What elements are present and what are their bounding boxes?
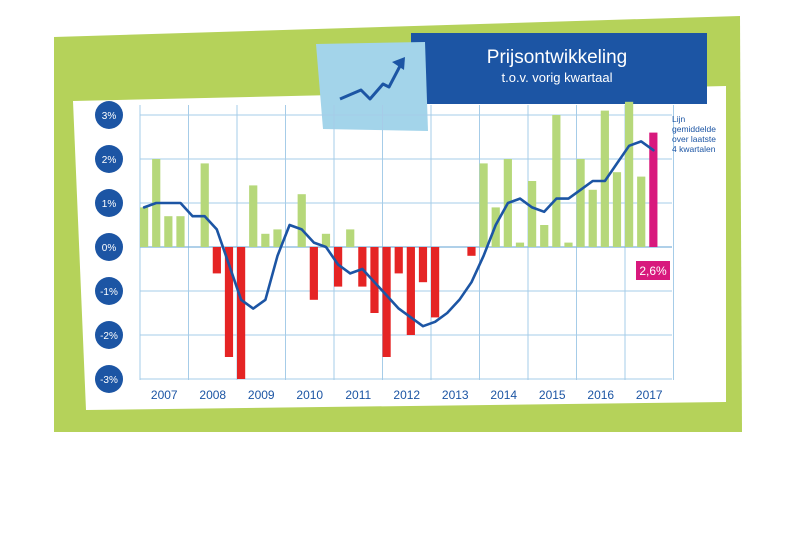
bar <box>164 216 173 247</box>
x-tick-label: 2010 <box>296 388 323 402</box>
bar <box>224 247 234 357</box>
legend: Lijn gemiddelde over laatste 4 kwartalen <box>672 114 716 154</box>
bar <box>431 247 440 318</box>
bar <box>140 207 149 247</box>
x-tick-label: 2009 <box>248 388 275 402</box>
title-banner <box>411 33 707 104</box>
x-tick-label: 2007 <box>151 388 178 402</box>
y-tick-badge <box>95 101 123 129</box>
bar <box>321 233 331 247</box>
x-axis-ticks: 2007 2008 2009 2010 2011 2012 2013 2014 2015 2016… <box>151 388 663 402</box>
bar <box>479 163 488 247</box>
bar <box>200 163 209 247</box>
bar <box>588 189 597 247</box>
chart-subtitle: t.o.v. vorig kwartaal <box>501 70 612 85</box>
y-tick-label: 2% <box>102 155 117 166</box>
bar <box>394 247 403 274</box>
y-tick-label: -1% <box>100 287 118 298</box>
bar <box>370 247 379 313</box>
bar <box>612 172 622 247</box>
bars <box>140 101 658 379</box>
y-tick-badge <box>95 189 123 217</box>
bar <box>249 185 258 247</box>
x-tick-label: 2013 <box>442 388 469 402</box>
average-line <box>142 140 655 328</box>
bar <box>564 242 573 247</box>
y-tick-badge <box>95 365 123 393</box>
trend-icon-box <box>316 42 428 131</box>
highlight-badge: 2,6% <box>636 261 670 280</box>
legend-line-4: 4 kwartalen <box>672 144 716 154</box>
bar <box>552 115 561 247</box>
legend-line-1: Lijn <box>672 114 686 124</box>
bar <box>418 247 428 283</box>
legend-line-3: over laatste <box>672 134 716 144</box>
bar <box>346 229 355 247</box>
chart-title: Prijsontwikkeling <box>487 47 627 68</box>
x-tick-label: 2012 <box>393 388 420 402</box>
bar <box>467 247 476 256</box>
bar <box>625 101 634 247</box>
bar <box>406 247 415 335</box>
bar <box>382 247 391 357</box>
x-tick-label: 2008 <box>199 388 226 402</box>
bar <box>309 247 318 300</box>
bar <box>649 132 658 247</box>
x-tick-label: 2011 <box>345 388 371 402</box>
trend-arrow-icon <box>339 57 405 101</box>
bar <box>297 194 306 247</box>
bar <box>212 247 221 274</box>
x-tick-label: 2015 <box>539 388 566 402</box>
bar <box>261 233 270 247</box>
y-tick-badge <box>95 277 123 305</box>
x-tick-label: 2016 <box>587 388 614 402</box>
bar <box>540 225 549 247</box>
y-tick-label: 1% <box>102 199 117 210</box>
x-tick-label: 2017 <box>636 388 663 402</box>
y-tick-badge <box>95 321 123 349</box>
bar <box>237 247 246 379</box>
bar <box>176 216 185 247</box>
bar <box>515 242 525 247</box>
average-line-layer <box>142 140 655 328</box>
y-tick-badge <box>95 145 123 173</box>
y-tick-label: 3% <box>102 111 117 122</box>
y-tick-label: -2% <box>100 331 118 342</box>
y-tick-label: 0% <box>102 243 117 254</box>
legend-line-2: gemiddelde <box>672 124 716 134</box>
bar <box>273 229 282 247</box>
highlight-value: 2,6% <box>639 264 667 278</box>
y-tick-label: -3% <box>100 375 118 386</box>
bar <box>528 181 537 247</box>
bar <box>334 247 343 287</box>
x-tick-label: 2014 <box>490 388 517 402</box>
bar <box>637 176 646 247</box>
bar <box>358 247 367 287</box>
y-tick-badge <box>95 233 123 261</box>
bar <box>576 159 585 247</box>
y-axis-ticks: 3% 2% 1% 0% -1% -2% -3% <box>95 101 123 393</box>
